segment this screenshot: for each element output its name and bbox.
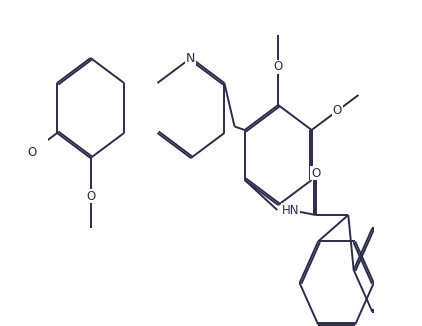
Text: O: O <box>86 189 95 202</box>
Text: O: O <box>273 61 283 73</box>
Text: O: O <box>333 105 342 117</box>
Text: N: N <box>186 52 196 65</box>
Text: HN: HN <box>282 203 300 216</box>
Text: O: O <box>27 145 36 158</box>
Text: O: O <box>311 167 320 180</box>
